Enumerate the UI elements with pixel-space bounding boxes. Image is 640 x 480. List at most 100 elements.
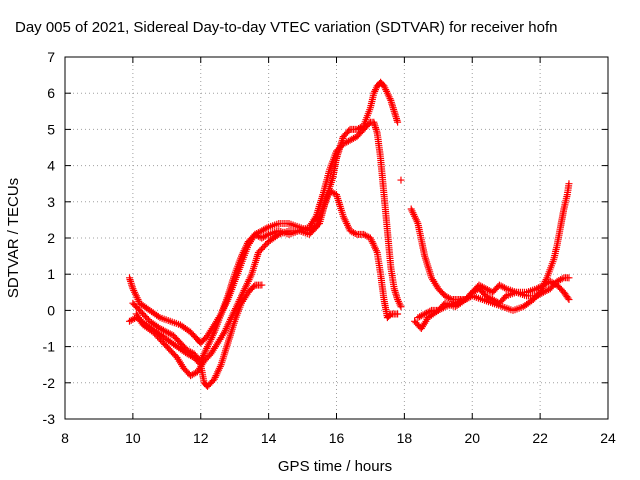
data-point-run: [394, 296, 404, 309]
data-point-run: [546, 277, 559, 288]
data-point-run: [159, 339, 173, 353]
data-point-run: [197, 333, 210, 347]
data-point-run: [238, 290, 251, 307]
data-point-run: [231, 254, 245, 278]
data-point-run: [146, 317, 162, 331]
data-point-run: [214, 330, 227, 347]
data-point-run: [200, 351, 214, 365]
data-point-run: [390, 107, 401, 124]
y-tick-label: -1: [43, 339, 56, 355]
data-point-run: [377, 270, 388, 301]
data-point-run: [387, 263, 398, 290]
data-point-run: [523, 285, 539, 296]
data-point-run: [305, 225, 319, 238]
data-point-run: [553, 225, 564, 249]
x-tick-label: 20: [464, 430, 480, 446]
series-track-8: [397, 176, 405, 184]
chart-title: Day 005 of 2021, Sidereal Day-to-day VTE…: [15, 19, 557, 36]
data-point-run: [489, 299, 505, 310]
data-point-run: [339, 212, 353, 233]
data-point-run: [156, 325, 169, 335]
data-point-run: [380, 82, 391, 95]
data-point-run: [183, 350, 196, 361]
data-point-run: [136, 299, 152, 313]
data-point-run: [421, 252, 435, 280]
data-point-run: [353, 123, 366, 133]
series-track-1: [126, 78, 402, 347]
data-point-run: [326, 149, 340, 173]
data-point-run: [383, 311, 394, 322]
data-point-run: [563, 182, 573, 199]
series-track-4: [126, 281, 266, 390]
data-point-run: [224, 272, 238, 300]
data-point-run: [163, 335, 179, 349]
data-point-run: [231, 261, 245, 285]
x-tick-label: 16: [329, 430, 345, 446]
data-point-run: [495, 293, 509, 307]
data-point: [565, 296, 573, 304]
data-point-run: [173, 354, 187, 370]
data-point-run: [129, 285, 143, 305]
data-series: [126, 78, 573, 390]
data-point-run: [441, 299, 457, 310]
data-point-run: [224, 319, 238, 347]
data-point-run: [285, 220, 301, 230]
data-point-run: [305, 214, 319, 231]
grid: [65, 57, 608, 419]
data-point-run: [462, 293, 475, 303]
data-point-run: [499, 303, 515, 314]
data-point-run: [217, 341, 231, 369]
data-point-run: [153, 328, 169, 342]
data-point-run: [360, 230, 373, 241]
x-tick-label: 8: [61, 430, 69, 446]
data-point-run: [482, 292, 495, 303]
data-point-run: [434, 301, 448, 314]
data-point-run: [132, 314, 149, 328]
data-point-run: [163, 328, 176, 339]
data-point-run: [360, 120, 373, 133]
data-point-run: [166, 346, 180, 360]
data-point-run: [319, 189, 333, 213]
data-point-run: [221, 315, 234, 336]
data-point-run: [187, 328, 200, 342]
data-point: [397, 176, 405, 184]
data-point-run: [333, 191, 347, 218]
data-point-run: [353, 127, 366, 141]
data-point-run: [414, 220, 428, 258]
data-point-run: [129, 299, 142, 313]
data-point-run: [417, 315, 431, 332]
data-point: [394, 118, 402, 126]
data-point-run: [265, 228, 281, 238]
data-point: [565, 180, 573, 188]
data-point-run: [312, 207, 326, 231]
data-point-run: [312, 193, 326, 220]
y-tick-label: 5: [47, 121, 55, 137]
data-point-run: [176, 321, 193, 335]
data-point-run: [543, 258, 557, 282]
x-tick-label: 12: [193, 430, 209, 446]
data-point-run: [200, 379, 210, 389]
data-point-run: [553, 275, 566, 285]
data-point-run: [166, 317, 182, 328]
y-tick-label: 0: [47, 302, 55, 318]
data-point-run: [553, 281, 566, 295]
data-point-run: [557, 207, 567, 231]
data-point-run: [190, 354, 203, 367]
data-point-run: [204, 377, 217, 390]
data-point-run: [258, 224, 271, 235]
y-tick-label: 7: [47, 49, 55, 65]
data-point-run: [258, 231, 271, 242]
data-point-run: [451, 297, 468, 311]
x-axis-label: GPS time / hours: [278, 458, 392, 475]
data-point-run: [254, 239, 271, 256]
data-point-run: [560, 288, 572, 302]
data-point-run: [265, 232, 281, 246]
data-point-run: [319, 167, 333, 199]
data-point-run: [126, 274, 136, 291]
data-point: [565, 274, 573, 282]
x-tick-label: 24: [600, 430, 616, 446]
data-point-run: [346, 134, 359, 144]
data-point-run: [421, 307, 434, 318]
data-point-run: [207, 341, 221, 358]
